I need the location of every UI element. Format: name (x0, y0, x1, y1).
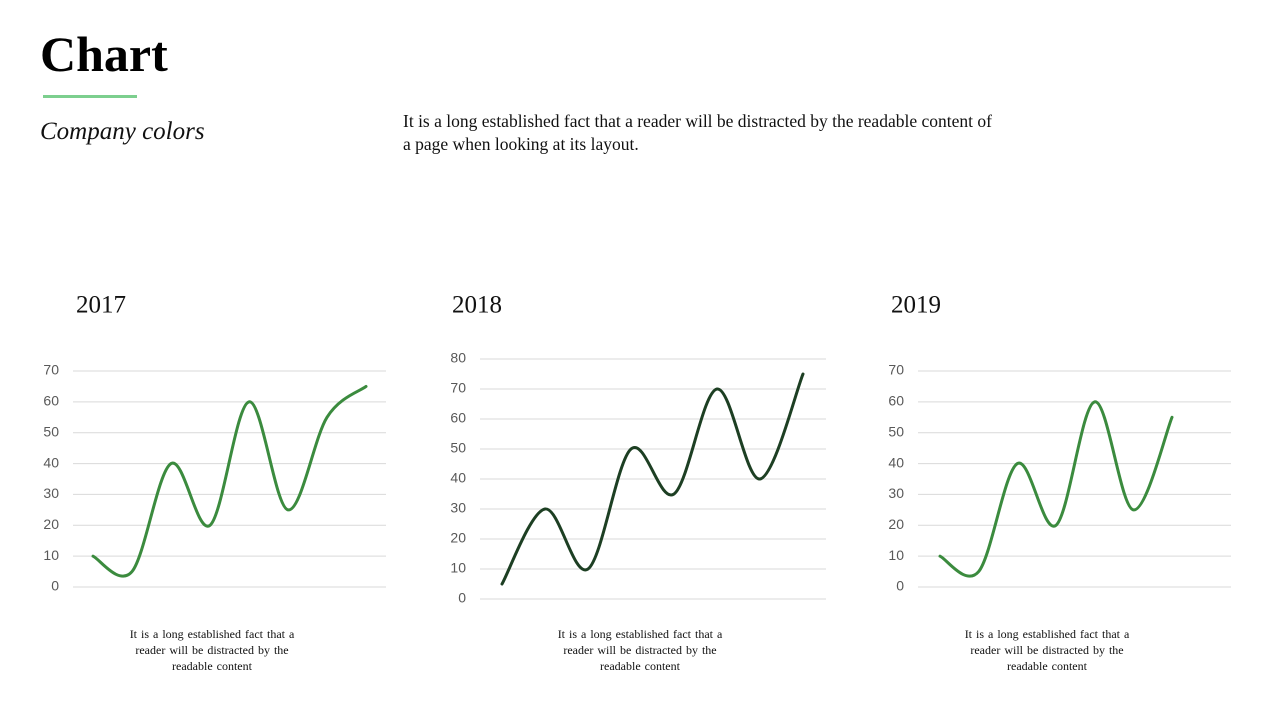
y-tick-label: 40 (43, 454, 59, 470)
chart-title: 2019 (891, 292, 941, 319)
y-tick-label: 60 (450, 410, 466, 426)
y-tick-label: 0 (51, 578, 59, 594)
y-tick-label: 10 (450, 560, 466, 576)
chart-title: 2018 (452, 292, 502, 319)
data-line (91, 384, 368, 578)
y-tick-label: 10 (888, 547, 904, 563)
y-tick-label: 50 (450, 440, 466, 456)
y-tick-label: 0 (896, 578, 904, 594)
y-tick-label: 60 (43, 393, 59, 409)
y-tick-label: 70 (450, 380, 466, 396)
y-tick-label: 50 (43, 423, 59, 439)
y-tick-label: 40 (888, 454, 904, 470)
chart-caption: It is a long established fact that a rea… (964, 627, 1130, 673)
y-tick-label: 30 (888, 485, 904, 501)
data-line (938, 400, 1174, 578)
subtitle: Company colors (40, 118, 205, 145)
slide-title: Chart (40, 26, 168, 82)
y-tick-label: 60 (888, 393, 904, 409)
y-tick-label: 20 (450, 530, 466, 546)
y-tick-label: 0 (458, 590, 466, 606)
y-tick-label: 10 (43, 547, 59, 563)
description: It is a long established fact that a rea… (403, 111, 992, 154)
y-tick-label: 20 (43, 516, 59, 532)
y-tick-label: 20 (888, 516, 904, 532)
y-tick-label: 30 (43, 485, 59, 501)
chart-caption: It is a long established fact that a rea… (129, 627, 295, 673)
data-line (500, 372, 805, 586)
title-underline (43, 95, 137, 98)
y-tick-label: 40 (450, 470, 466, 486)
y-tick-label: 50 (888, 423, 904, 439)
y-tick-label: 80 (450, 350, 466, 366)
chart-caption: It is a long established fact that a rea… (557, 627, 723, 673)
y-tick-label: 30 (450, 500, 466, 516)
y-tick-label: 70 (43, 362, 59, 378)
y-tick-label: 70 (888, 362, 904, 378)
chart-title: 2017 (76, 292, 126, 319)
